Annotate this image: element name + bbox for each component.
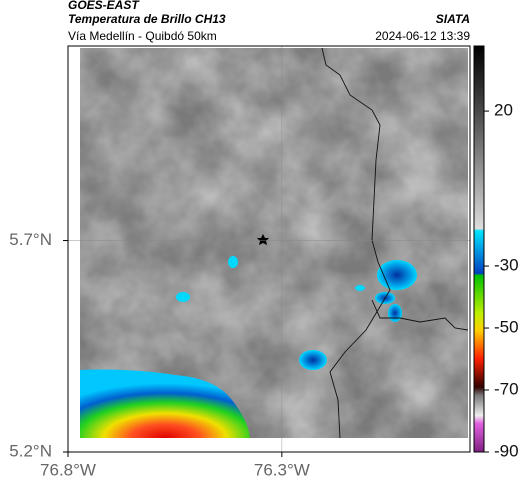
- cloud-cell: [228, 256, 238, 268]
- source: SIATA: [436, 12, 470, 26]
- product: Temperatura de Brillo CH13: [68, 12, 226, 26]
- map-image: [80, 48, 468, 438]
- border: [321, 48, 391, 438]
- timestamp: 2024-06-12 13:39: [375, 29, 470, 43]
- colorbar-tick-label: -70: [494, 379, 519, 398]
- cloud-cell: [377, 260, 417, 290]
- colorbar-tick-label: -50: [494, 318, 519, 337]
- colorbar-tick-label: -90: [494, 441, 519, 460]
- cloud-cell: [176, 292, 190, 302]
- y-tick-label: 5.7°N: [9, 230, 52, 249]
- region: Vía Medellín - Quibdó 50km: [68, 29, 217, 43]
- colorbar: [473, 45, 485, 453]
- cloud-cell: [355, 285, 365, 291]
- border: [371, 299, 468, 331]
- x-tick-label: 76.3°W: [254, 460, 310, 479]
- location-marker: [257, 234, 269, 245]
- colorbar-tick-label: 20: [494, 101, 513, 120]
- y-tick-label: 5.2°N: [9, 441, 52, 460]
- satellite: GOES-EAST: [68, 0, 140, 12]
- cloud-cell: [299, 350, 327, 370]
- storm-cell: [80, 369, 250, 438]
- map-frame: [67, 45, 471, 453]
- colorbar-tick-label: -30: [494, 256, 519, 275]
- x-tick-label: 76.8°W: [40, 460, 96, 479]
- cloud-cell: [388, 304, 402, 322]
